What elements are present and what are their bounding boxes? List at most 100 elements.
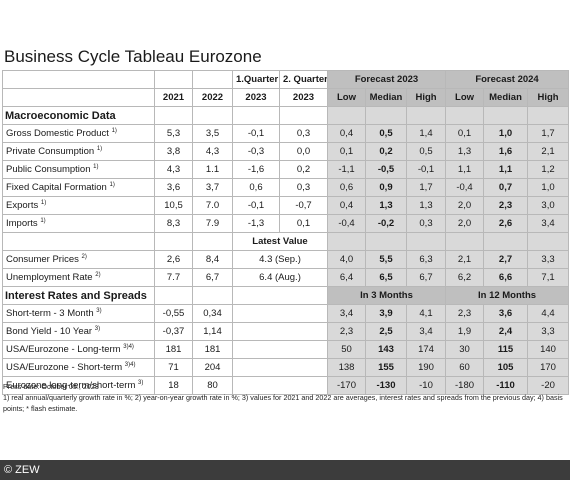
table-cell: 6,5 <box>365 268 407 287</box>
row-label-text: Fixed Capital Formation <box>6 182 107 193</box>
table-cell: 2,6 <box>154 250 193 269</box>
table-cell: -170 <box>327 376 366 395</box>
footnote-marker: 2) <box>95 271 101 278</box>
section-row-interest: Interest Rates and Spreads In 3 Months I… <box>2 286 570 305</box>
table-cell: 1,14 <box>192 322 233 341</box>
table-cell: 204 <box>192 358 233 377</box>
table-cell: 60 <box>445 358 485 377</box>
q1-header: 1.Quarter <box>232 70 280 89</box>
table-cell: 1,7 <box>405 178 447 197</box>
table-cell: 7,1 <box>527 268 570 287</box>
table-cell: 181 <box>192 340 233 359</box>
row-label: Public Consumption 1) <box>2 160 155 179</box>
footnote-marker: 2) <box>81 253 87 260</box>
table-cell: 3,6 <box>154 178 193 197</box>
table-cell: 4,3 <box>154 160 193 179</box>
footnote-marker: 1) <box>109 181 115 188</box>
year-header: 2023 <box>232 88 280 107</box>
table-cell: 2,6 <box>483 214 529 233</box>
table-cell: 7.0 <box>192 196 233 215</box>
row-label: Short-term - 3 Month 3) <box>2 304 155 323</box>
table-cell: 0,2 <box>365 142 407 161</box>
low-header: Low <box>445 88 485 107</box>
table-cell: 0,1 <box>327 142 366 161</box>
row-label: Exports 1) <box>2 196 155 215</box>
table-cell: 1,7 <box>527 124 570 143</box>
median-header: Median <box>365 88 407 107</box>
in-12-months-header: In 12 Months <box>445 286 570 305</box>
table-cell: 10,5 <box>154 196 193 215</box>
table-cell: 2,3 <box>483 196 529 215</box>
table-row: Unemployment Rate 2) 7.7 6,7 6.4 (Aug.) 6,4 6… <box>2 268 570 287</box>
table-cell: -1,6 <box>232 160 280 179</box>
latest-value-row: Latest Value <box>2 232 570 251</box>
table-cell: 0,2 <box>279 160 328 179</box>
table-cell: -1,1 <box>327 160 366 179</box>
row-label-text: Imports <box>6 218 38 229</box>
table-cell: 6,6 <box>483 268 529 287</box>
q2-header: 2. Quarter <box>279 70 328 89</box>
table-row: Imports 1) 8,3 7.9 -1,3 0,1 -0,4 -0,2 0,3 2,0 2,6… <box>2 214 570 233</box>
table-cell: 4,0 <box>327 250 366 269</box>
copyright: © ZEW <box>4 464 40 476</box>
table-row: Exports 1) 10,5 7.0 -0,1 -0,7 0,4 1,3 1,3 2,0 2,3… <box>2 196 570 215</box>
table-cell: 155 <box>365 358 407 377</box>
table-cell: -110 <box>483 376 529 395</box>
table-cell: 2,5 <box>365 322 407 341</box>
row-label-text: USA/Eurozone - Long-term <box>6 344 121 355</box>
table-cell: 7.7 <box>154 268 193 287</box>
table-cell: 1,3 <box>445 142 485 161</box>
table-cell: 138 <box>327 358 366 377</box>
footnote-marker: 3) <box>94 325 101 332</box>
footnote-marker: 1) <box>96 145 103 152</box>
table-cell: -0,37 <box>154 322 193 341</box>
table-cell: 2,0 <box>445 214 485 233</box>
table-cell: 6,2 <box>445 268 485 287</box>
page-title: Business Cycle Tableau Eurozone <box>4 47 262 66</box>
footnote-marker: 3) <box>96 307 102 314</box>
table-cell: 181 <box>154 340 193 359</box>
low-header: Low <box>327 88 366 107</box>
table-cell: 6,4 <box>327 268 366 287</box>
table-cell: 115 <box>483 340 529 359</box>
table-cell: 2,3 <box>445 304 485 323</box>
table-cell: -0,7 <box>279 196 328 215</box>
table-cell: -0,3 <box>232 142 280 161</box>
table-cell: -0,1 <box>232 124 280 143</box>
forecast-2024-header: Forecast 2024 <box>445 70 570 89</box>
table-cell: 1,0 <box>527 178 570 197</box>
footnote-marker: 3) <box>138 379 144 386</box>
press-date: Press date: October 05., 2023 <box>3 382 99 391</box>
table-cell: 7.9 <box>192 214 233 233</box>
in-3-months-header: In 3 Months <box>326 286 447 305</box>
row-label: Gross Domestic Product 1) <box>2 124 155 143</box>
interest-rows: Short-term - 3 Month 3) -0,55 0,34 3,4 3,9 4,… <box>2 304 570 395</box>
footnotes: 1) real annual/quarterly growth rate in … <box>3 393 563 413</box>
table-row: Consumer Prices 2) 2,6 8,4 4.3 (Sep.) 4,0 5,5… <box>2 250 570 269</box>
table-cell: 3,0 <box>527 196 570 215</box>
table-cell: 3,4 <box>527 214 570 233</box>
table-row: Short-term - 3 Month 3) -0,55 0,34 3,4 3,9 4,… <box>2 304 570 323</box>
table-cell: 0,7 <box>483 178 529 197</box>
table-cell: 2,1 <box>445 250 485 269</box>
table-cell: 0,4 <box>327 124 366 143</box>
row-label-text: Gross Domestic Product <box>6 128 109 139</box>
footnote-marker: 3)4) <box>123 343 134 350</box>
row-label: Fixed Capital Formation 1) <box>2 178 155 197</box>
table-row: Public Consumption 1) 4,3 1.1 -1,6 0,2 -1,1 -0… <box>2 160 570 179</box>
row-label-text: Consumer Prices <box>6 254 79 265</box>
table-cell: 2,4 <box>483 322 529 341</box>
row-label-text: Private Consumption <box>6 146 95 157</box>
table-cell: 1,4 <box>405 124 447 143</box>
table-cell: 3,4 <box>327 304 366 323</box>
header-row-quarters: 1.Quarter 2. Quarter Forecast 2023 Forec… <box>2 70 570 89</box>
latest-value-header: Latest Value <box>232 232 328 251</box>
table-cell <box>232 358 328 377</box>
table-cell: 0,0 <box>279 142 328 161</box>
table-cell: 2,1 <box>527 142 570 161</box>
row-label: Imports 1) <box>2 214 155 233</box>
table-cell: 2,0 <box>445 196 485 215</box>
latest-value-cell: 6.4 (Aug.) <box>232 268 328 287</box>
table-cell: 105 <box>483 358 529 377</box>
table-cell: 3,9 <box>365 304 407 323</box>
